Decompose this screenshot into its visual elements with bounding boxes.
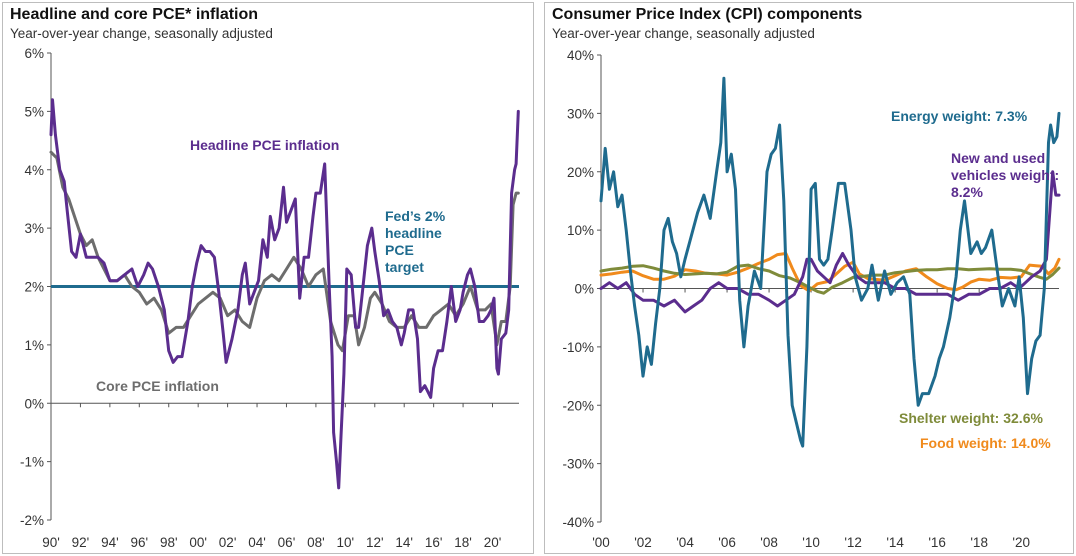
x-tick-label: 90': [42, 535, 60, 550]
shelter-label: Shelter weight: 32.6%: [899, 410, 1043, 426]
x-tick-label: '00: [592, 535, 610, 550]
chart-subtitle: Year-over-year change, seasonally adjust…: [10, 26, 273, 41]
energy-line: [599, 76, 1061, 448]
pce-chart-plot: 6% 5% 4% 3% 2% 1% 0% -1% -2% 90' 92' 94' 96' 98' 00' 02…: [20, 46, 520, 550]
y-tick-label: 20%: [567, 165, 594, 180]
y-tick-label: -1%: [20, 455, 44, 470]
vehicles-label: New and used vehicles weight: 8.2%: [951, 150, 1059, 200]
y-tick-label: 5%: [24, 104, 44, 119]
x-tick-label: '06: [718, 535, 736, 550]
x-tick-label: '14: [886, 535, 904, 550]
x-tick-label: 14': [395, 535, 413, 550]
y-tick-label: 0%: [574, 282, 594, 297]
x-tick-label: '18: [970, 535, 988, 550]
x-tick-label: 20': [484, 535, 502, 550]
y-tick-label: 30%: [567, 106, 594, 121]
pce-chart-panel: Headline and core PCE* inflation Year-ov…: [2, 2, 534, 554]
food-label: Food weight: 14.0%: [920, 435, 1051, 451]
x-tick-label: 98': [160, 535, 178, 550]
x-tick-label: 92': [72, 535, 90, 550]
vehicles-line: [599, 170, 1061, 314]
y-tick-label: -20%: [562, 398, 594, 413]
cpi-chart-plot: 40% 30% 20% 10% 0% -10% -20% -30% -40% '00 '02 '04 '…: [562, 48, 1061, 550]
y-tick-label: -30%: [562, 457, 594, 472]
fed-target-label: Fed’s 2% headline PCE target: [385, 208, 446, 275]
x-tick-label: '12: [844, 535, 862, 550]
x-tick-label: '08: [760, 535, 778, 550]
x-tick-label: 10': [337, 535, 355, 550]
core-pce-label: Core PCE inflation: [96, 378, 219, 394]
x-tick-label: 18': [454, 535, 472, 550]
headline-pce-line: [49, 98, 520, 490]
x-tick-label: 04': [248, 535, 266, 550]
chart-title: Headline and core PCE* inflation: [10, 6, 259, 23]
x-tick-label: '10: [802, 535, 820, 550]
y-tick-label: 0%: [24, 396, 44, 411]
food-line: [599, 252, 1061, 293]
x-tick-label: 00': [189, 535, 207, 550]
y-tick-label: -2%: [20, 513, 44, 528]
x-tick-label: '16: [928, 535, 946, 550]
x-tick-label: 06': [278, 535, 296, 550]
cpi-chart-panel: Consumer Price Index (CPI) components Ye…: [544, 2, 1074, 554]
x-tick-label: 16': [425, 535, 443, 550]
y-tick-label: 3%: [24, 221, 44, 236]
y-tick-label: 4%: [24, 163, 44, 178]
y-tick-label: 40%: [567, 48, 594, 63]
y-tick-label: 6%: [24, 46, 44, 61]
x-tick-label: 94': [101, 535, 119, 550]
x-tick-label: 08': [307, 535, 325, 550]
energy-label: Energy weight: 7.3%: [891, 108, 1028, 124]
x-tick-label: '02: [634, 535, 652, 550]
y-tick-label: -40%: [562, 515, 594, 530]
x-tick-label: 02': [219, 535, 237, 550]
y-tick-label: -10%: [562, 340, 594, 355]
chart-title: Consumer Price Index (CPI) components: [552, 6, 863, 23]
y-tick-label: 10%: [567, 223, 594, 238]
y-tick-label: 2%: [24, 280, 44, 295]
x-tick-label: 12': [366, 535, 384, 550]
chart-subtitle: Year-over-year change, seasonally adjust…: [552, 26, 815, 41]
y-tick-label: 1%: [24, 338, 44, 353]
x-tick-label: '20: [1012, 535, 1030, 550]
headline-pce-label: Headline PCE inflation: [190, 137, 339, 153]
x-tick-label: 96': [131, 535, 149, 550]
x-tick-label: '04: [676, 535, 694, 550]
